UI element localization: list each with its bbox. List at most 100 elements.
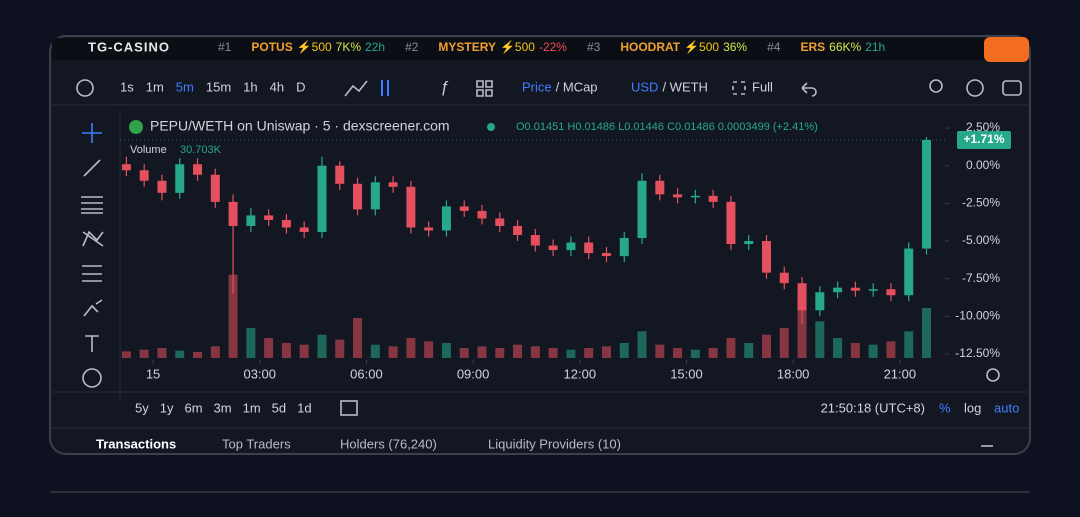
mcap-toggle[interactable]: / MCap <box>556 79 598 94</box>
candle-body <box>815 292 825 311</box>
candle-body <box>601 253 611 257</box>
price-toggle[interactable]: Price <box>522 79 552 94</box>
ticker-rank[interactable]: #2 <box>405 40 419 54</box>
settings-icon[interactable] <box>966 79 984 97</box>
volume-bar <box>779 328 789 358</box>
ticker-name[interactable]: HOODRAT <box>620 40 680 54</box>
full-icon[interactable] <box>732 81 746 95</box>
interval[interactable]: 4h <box>270 79 284 94</box>
candle-body <box>175 164 185 193</box>
text-icon[interactable] <box>85 335 99 352</box>
candle-body <box>708 195 718 202</box>
volume-bar <box>495 348 505 358</box>
projection-icon[interactable] <box>82 265 102 282</box>
range-button[interactable]: 5d <box>272 400 286 415</box>
interval[interactable]: 1h <box>243 79 257 94</box>
tab[interactable]: Holders (76,240) <box>340 436 437 451</box>
price-badge <box>957 130 1011 149</box>
auto-toggle[interactable]: auto <box>994 400 1019 415</box>
line-icon[interactable] <box>344 80 368 97</box>
usd-toggle[interactable]: USD <box>631 79 658 94</box>
volume-bar <box>246 328 256 358</box>
add-icon[interactable] <box>76 79 94 97</box>
ticker-boost[interactable]: ⚡500 <box>297 40 332 54</box>
ticker-boost[interactable]: ⚡500 <box>500 40 535 54</box>
ticker-change[interactable]: 66K% <box>829 40 861 54</box>
tab[interactable]: Top Traders <box>222 436 291 451</box>
y-tick-label: 2.50% <box>966 120 1000 134</box>
trendline-icon[interactable] <box>83 159 101 177</box>
volume-bar <box>210 346 220 358</box>
volume-bar <box>833 338 843 358</box>
x-tick-label: 12:00 <box>564 366 597 381</box>
log-toggle[interactable]: log <box>964 400 981 415</box>
volume-bar <box>886 341 896 358</box>
ticker-change[interactable]: 36% <box>723 40 747 54</box>
date-range-icon[interactable] <box>340 400 358 416</box>
x-tick-label: 18:00 <box>777 366 810 381</box>
volume-bar <box>317 334 327 358</box>
ticker-age[interactable]: 21h <box>865 40 885 54</box>
range-button[interactable]: 1m <box>243 400 261 415</box>
volume-bar <box>922 308 932 358</box>
range-button[interactable]: 5y <box>135 400 149 415</box>
pattern-icon[interactable] <box>82 230 104 247</box>
ticker-name[interactable]: ERS <box>800 40 825 54</box>
camera-icon[interactable] <box>1002 80 1022 96</box>
percent-toggle[interactable]: % <box>939 400 951 415</box>
settings-icon[interactable] <box>986 368 1000 382</box>
tab[interactable]: Liquidity Providers (10) <box>488 436 621 451</box>
emoji-icon[interactable] <box>82 368 102 388</box>
interval[interactable]: D <box>296 79 305 94</box>
candle-body <box>548 245 558 251</box>
range-button[interactable]: 1d <box>297 400 311 415</box>
candle-body <box>673 194 683 198</box>
search-icon[interactable] <box>929 79 943 93</box>
brush-icon[interactable] <box>83 299 103 317</box>
candle-body <box>157 180 167 193</box>
ticker-age[interactable]: 22h <box>365 40 385 54</box>
volume-bar <box>139 349 149 358</box>
ticker-name[interactable]: MYSTERY <box>438 40 496 54</box>
casino-button[interactable] <box>984 37 1029 62</box>
interval[interactable]: 1m <box>146 79 164 94</box>
ticker-rank[interactable]: #1 <box>218 40 232 54</box>
ticker-change[interactable]: -22% <box>539 40 567 54</box>
volume-bar <box>388 346 398 358</box>
weth-toggle[interactable]: / WETH <box>662 79 708 94</box>
range-button[interactable]: 1y <box>160 400 174 415</box>
indicator-icon[interactable]: ƒ <box>440 79 449 96</box>
candle-body <box>335 165 345 184</box>
ticker-change[interactable]: 7K% <box>336 40 362 54</box>
candle-body <box>797 283 807 311</box>
ticker-rank[interactable]: #4 <box>767 40 781 54</box>
undo-icon[interactable] <box>801 82 817 97</box>
y-tick-label: -12.50% <box>955 346 1000 360</box>
ticker-boost[interactable]: ⚡500 <box>684 40 719 54</box>
candle-icon[interactable] <box>381 80 389 96</box>
volume-bar <box>655 344 665 358</box>
range-button[interactable]: 6m <box>184 400 202 415</box>
range-button[interactable]: 3m <box>214 400 232 415</box>
ticker-name[interactable]: POTUS <box>251 40 292 54</box>
fib-icon[interactable] <box>81 196 103 214</box>
volume-bar <box>193 352 203 358</box>
interval[interactable]: 5m <box>176 79 194 94</box>
y-tick-label: -7.50% <box>962 271 1000 285</box>
interval[interactable]: 1s <box>120 79 134 94</box>
volume-value: 30.703K <box>180 144 222 156</box>
full-toggle[interactable]: Full <box>752 79 773 94</box>
ticker-rank[interactable]: #3 <box>587 40 601 54</box>
candle-body <box>477 210 487 219</box>
candle-body <box>513 225 523 235</box>
volume-bar <box>637 331 647 358</box>
tab[interactable]: Transactions <box>96 436 176 451</box>
candle-body <box>424 227 434 231</box>
x-tick-label: 21:00 <box>884 366 917 381</box>
volume-bar <box>904 331 914 358</box>
candle-body <box>886 289 896 296</box>
interval[interactable]: 15m <box>206 79 231 94</box>
brand[interactable]: TG-CASINO <box>88 39 170 54</box>
layout-icon[interactable] <box>476 80 493 97</box>
